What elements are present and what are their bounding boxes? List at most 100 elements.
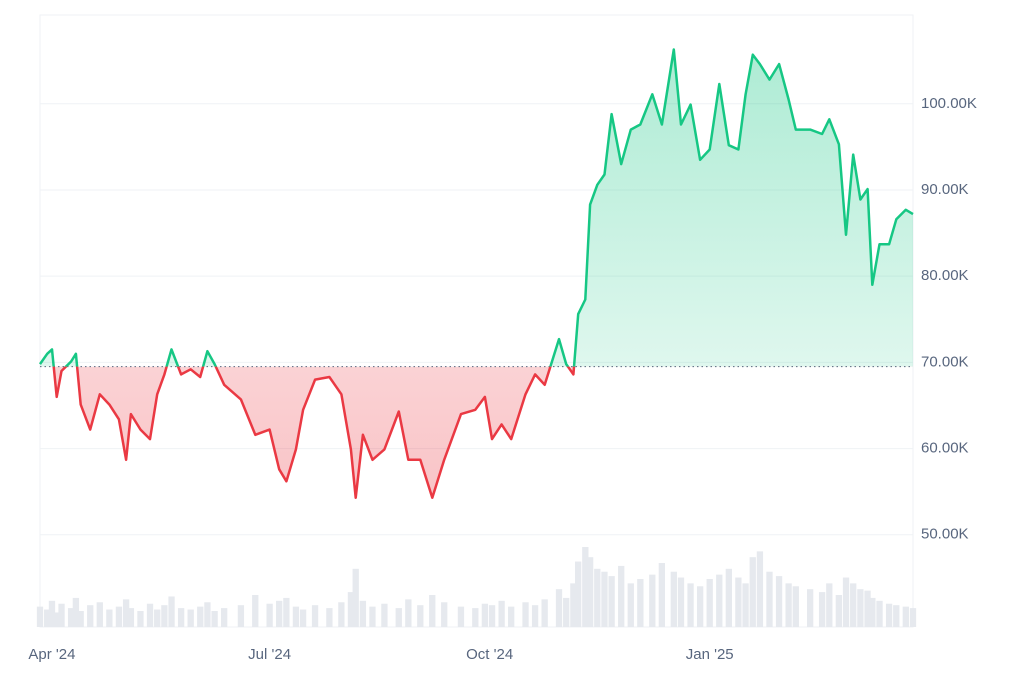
volume-bar bbox=[766, 571, 773, 627]
volume-bar bbox=[531, 605, 539, 627]
y-tick-label: 90.00K bbox=[921, 181, 969, 198]
area-down bbox=[40, 366, 913, 498]
volume-bar bbox=[77, 611, 84, 627]
volume-bar bbox=[522, 602, 529, 627]
volume-bar bbox=[96, 602, 103, 627]
volume-bar bbox=[909, 608, 917, 627]
y-tick-label: 60.00K bbox=[921, 440, 969, 457]
volume-bar bbox=[716, 574, 723, 627]
x-tick-label: Oct '24 bbox=[466, 646, 513, 663]
volume-bar bbox=[67, 608, 75, 627]
volume-bar bbox=[670, 571, 677, 627]
volume-bar bbox=[395, 608, 402, 627]
volume-bar bbox=[850, 583, 857, 627]
volume-bar bbox=[575, 561, 582, 627]
volume-bar bbox=[115, 606, 123, 627]
volume-bar bbox=[381, 603, 388, 627]
volume-bar bbox=[137, 611, 144, 627]
volume-bar bbox=[53, 612, 60, 627]
volume-bar bbox=[177, 608, 185, 627]
volume-bar bbox=[252, 595, 259, 627]
volume-bar bbox=[618, 565, 625, 627]
volume-bar bbox=[36, 606, 44, 627]
volume-bar bbox=[237, 605, 245, 627]
volume-bar bbox=[826, 583, 833, 627]
volume-bar bbox=[266, 603, 273, 627]
volume-bar bbox=[326, 608, 333, 627]
volume-bar bbox=[555, 589, 563, 627]
volume-bar bbox=[283, 597, 290, 627]
volume-bar bbox=[417, 605, 424, 627]
volume-bar bbox=[347, 592, 355, 627]
x-tick-label: Jan '25 bbox=[686, 646, 734, 663]
volume-bar bbox=[44, 609, 51, 627]
price-line-up bbox=[38, 48, 914, 367]
volume-bar bbox=[687, 583, 694, 627]
volume-bar bbox=[696, 586, 704, 627]
volume-bar bbox=[586, 557, 594, 627]
volume-bar bbox=[481, 603, 489, 627]
volume-bar bbox=[627, 583, 634, 627]
volume-bar bbox=[72, 597, 80, 627]
volume-bar bbox=[869, 597, 876, 627]
volume-bar bbox=[785, 583, 792, 627]
volume-bar bbox=[706, 579, 713, 627]
volume-bar bbox=[649, 574, 656, 627]
volume-bar bbox=[58, 603, 65, 627]
volume-bar bbox=[842, 577, 850, 627]
volume-bar bbox=[352, 568, 359, 627]
x-tick-label: Jul '24 bbox=[248, 646, 291, 663]
volume-bar bbox=[735, 577, 742, 627]
volume-bar bbox=[893, 605, 900, 627]
volume-bar bbox=[807, 589, 814, 627]
volume-bar bbox=[457, 606, 465, 627]
volume-bar bbox=[276, 600, 283, 627]
volume-bar bbox=[204, 602, 211, 627]
volume-bar bbox=[835, 595, 843, 627]
volume-bar bbox=[221, 608, 228, 627]
x-tick-label: Apr '24 bbox=[28, 646, 75, 663]
volume-bar bbox=[541, 599, 548, 627]
volume-bar bbox=[146, 603, 154, 627]
y-tick-label: 70.00K bbox=[921, 353, 969, 370]
volume-bar bbox=[441, 602, 448, 627]
volume-bar bbox=[749, 557, 756, 627]
volume-bar bbox=[106, 609, 113, 627]
volume-bar bbox=[637, 579, 644, 627]
volume-bar bbox=[876, 600, 883, 627]
volume-bar bbox=[299, 609, 307, 627]
volume-bar bbox=[864, 590, 871, 627]
volume-bar bbox=[742, 583, 749, 627]
volume-bar bbox=[154, 609, 161, 627]
volume-bar bbox=[857, 589, 864, 627]
volume-bar bbox=[472, 608, 479, 627]
volume-bar bbox=[608, 576, 615, 627]
volume-bar bbox=[405, 599, 412, 627]
volume-bar bbox=[885, 603, 893, 627]
volume-bar bbox=[582, 547, 589, 627]
volume-bar bbox=[87, 605, 94, 627]
volume-bar bbox=[775, 576, 783, 627]
price-line-down bbox=[52, 366, 576, 499]
area-up bbox=[40, 49, 913, 367]
volume-bar bbox=[122, 599, 130, 627]
volume-bar bbox=[508, 606, 515, 627]
volume-bar bbox=[369, 606, 376, 627]
volume-bar bbox=[594, 568, 601, 627]
volume-bar bbox=[601, 571, 608, 627]
volume-bar bbox=[311, 605, 319, 627]
volume-bar bbox=[292, 606, 300, 627]
volume-bar bbox=[563, 597, 570, 627]
volume-bar bbox=[168, 596, 175, 627]
volume-bar bbox=[161, 605, 168, 627]
volume-bar bbox=[756, 551, 764, 627]
volume-bar bbox=[127, 608, 135, 627]
volume-bar bbox=[48, 600, 56, 627]
y-tick-label: 100.00K bbox=[921, 95, 977, 112]
volume-bar bbox=[818, 592, 826, 627]
volume-bar bbox=[570, 583, 577, 627]
y-tick-label: 80.00K bbox=[921, 267, 969, 284]
volume-bar bbox=[725, 568, 732, 627]
volume-bar bbox=[658, 563, 666, 627]
